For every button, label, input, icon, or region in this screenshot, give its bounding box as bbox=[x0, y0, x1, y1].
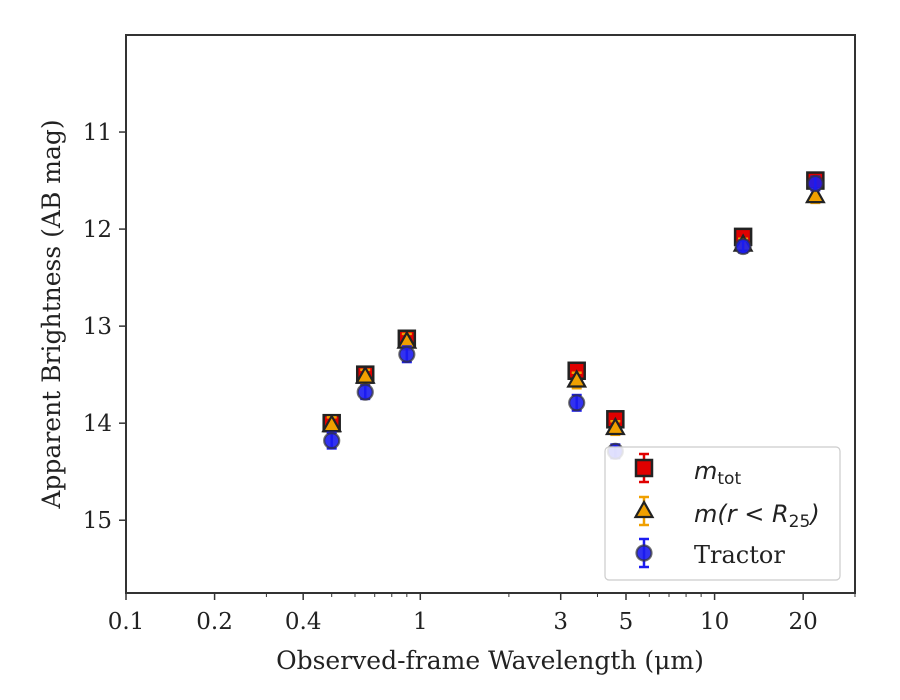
x-tick-label: 1 bbox=[413, 609, 428, 635]
legend: mtot m(r < R25) Tractor bbox=[604, 446, 841, 581]
legend-label-mr25: m(r < R25) bbox=[694, 500, 820, 532]
data-point bbox=[398, 345, 416, 364]
data-point bbox=[604, 416, 626, 437]
legend-marker-circle bbox=[635, 537, 653, 569]
data-point bbox=[356, 383, 374, 401]
y-tick-label: 14 bbox=[83, 411, 112, 437]
series-circle bbox=[323, 174, 824, 460]
data-marks bbox=[321, 171, 826, 460]
legend-marker-triangle bbox=[633, 495, 655, 527]
x-tick-label: 0.1 bbox=[108, 609, 145, 635]
data-point bbox=[734, 237, 752, 256]
y-tick-label: 12 bbox=[83, 217, 112, 243]
y-tick-label: 13 bbox=[83, 314, 112, 340]
x-tick-label: 20 bbox=[789, 609, 818, 635]
legend-label-mtot: mtot bbox=[694, 457, 741, 489]
legend-frame bbox=[604, 446, 841, 581]
data-point bbox=[568, 393, 586, 412]
data-point bbox=[323, 431, 341, 450]
data-point bbox=[806, 174, 824, 193]
legend-markers bbox=[633, 452, 655, 569]
data-point bbox=[566, 369, 588, 390]
legend-label-tractor: Tractor bbox=[694, 541, 785, 569]
x-axis-label: Observed-frame Wavelength (μm) bbox=[276, 646, 704, 675]
x-tick-label: 0.4 bbox=[285, 609, 322, 635]
x-axis-ticks: 0.1 0.2 0.4 1 3 5 10 20 bbox=[108, 593, 856, 635]
x-tick-label: 5 bbox=[619, 609, 634, 635]
x-tick-label: 10 bbox=[700, 609, 729, 635]
y-axis-label: Apparent Brightness (AB mag) bbox=[37, 119, 66, 509]
y-tick-label: 11 bbox=[83, 120, 112, 146]
data-point bbox=[354, 365, 376, 385]
legend-marker-square bbox=[634, 452, 654, 484]
y-axis-ticks: 11 12 13 14 15 bbox=[83, 120, 126, 534]
x-tick-label: 0.2 bbox=[196, 609, 233, 635]
x-tick-label: 3 bbox=[553, 609, 568, 635]
y-tick-label: 15 bbox=[83, 508, 112, 534]
